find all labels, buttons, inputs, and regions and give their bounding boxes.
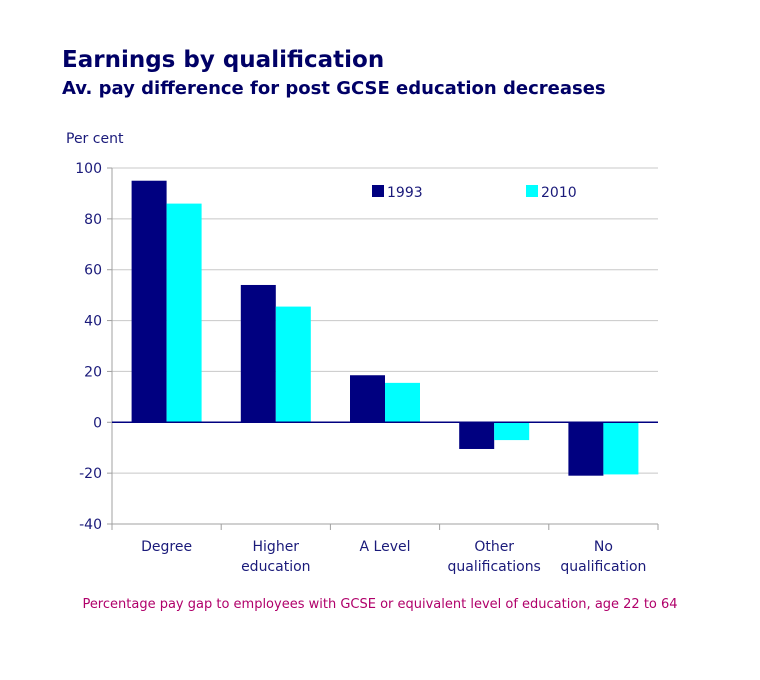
y-tick-label: 80 (84, 212, 102, 228)
x-tick-label-line: No (594, 539, 613, 555)
legend-swatch-2010 (526, 185, 538, 197)
bar-2010 (385, 382, 420, 423)
bar-2010 (494, 422, 530, 441)
chart-subtitle: Av. pay difference for post GCSE educati… (62, 78, 606, 99)
y-tick-label: 60 (84, 263, 102, 279)
legend: 1993 2010 (372, 185, 577, 201)
bar-2010 (275, 306, 311, 423)
y-tick-label: 20 (84, 364, 102, 380)
x-tick-label-line: education (241, 559, 310, 575)
x-tick-label-line: qualification (560, 559, 646, 575)
bars (131, 180, 639, 476)
legend-label-2010: 2010 (541, 185, 577, 201)
axis-labels: 100 80 60 40 20 0 -20 -40 Degree Higher education A… (66, 131, 646, 575)
bar-1993 (568, 422, 604, 476)
y-axis-label: Per cent (66, 131, 124, 147)
y-tick-label: 0 (93, 415, 102, 431)
y-tick-label: -40 (79, 517, 102, 533)
x-tick-label-line: A Level (360, 539, 411, 555)
bar-2010 (166, 203, 202, 423)
y-tick-label: -20 (79, 466, 102, 482)
bar-1993 (459, 422, 495, 449)
x-tick-label-line: Higher (253, 539, 300, 555)
bar-1993 (350, 375, 385, 423)
legend-swatch-1993 (372, 185, 384, 197)
chart-title: Earnings by qualification (62, 47, 385, 73)
x-tick-label-line: Degree (141, 539, 192, 555)
bar-1993 (240, 284, 276, 423)
bar-1993 (131, 180, 167, 423)
x-tick-label: Other qualifications (448, 539, 541, 575)
footnote: Percentage pay gap to employees with GCS… (82, 597, 678, 612)
x-tick-label: No qualification (560, 539, 646, 575)
y-tick-label: 40 (84, 314, 102, 330)
x-tick-label-line: Other (474, 539, 514, 555)
x-tick-label: Degree (141, 539, 192, 555)
x-tick-label: A Level (360, 539, 411, 555)
x-tick-label: Higher education (241, 539, 310, 575)
x-tick-label-line: qualifications (448, 559, 541, 575)
legend-label-1993: 1993 (387, 185, 423, 201)
bar-2010 (603, 422, 639, 475)
axes (107, 167, 659, 530)
y-tick-label: 100 (75, 161, 102, 177)
